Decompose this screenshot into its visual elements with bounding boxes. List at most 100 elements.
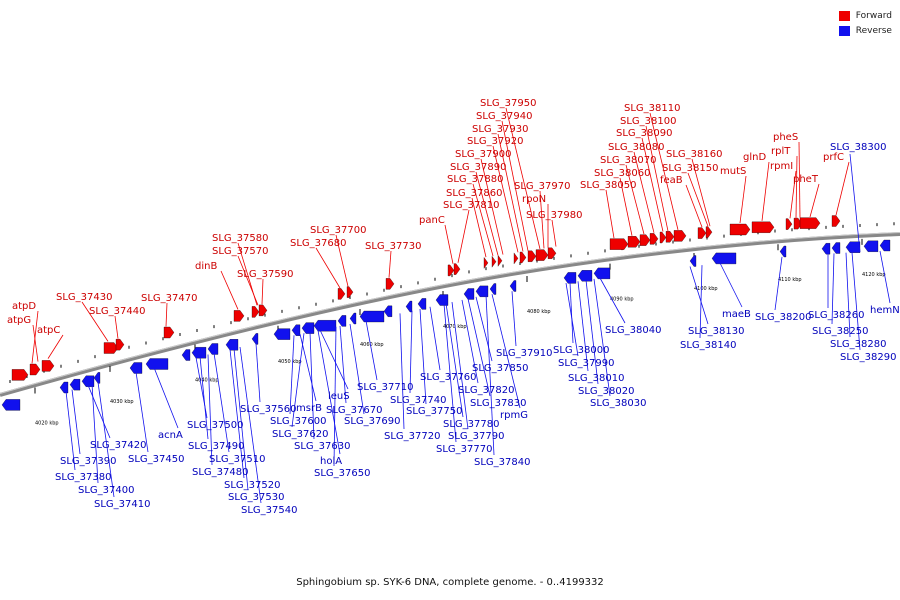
reverse-gene-label: SLG_38040 [605, 325, 661, 336]
reverse-leader [593, 278, 611, 397]
genome-axis-highlight [0, 232, 900, 394]
forward-gene-label: pheT [793, 174, 819, 185]
reverse-gene [563, 272, 577, 284]
reverse-gene [405, 300, 413, 313]
forward-leader [480, 158, 504, 255]
reverse-gene-label: acnA [158, 430, 183, 441]
forward-gene [497, 254, 503, 267]
reverse-gene [81, 375, 95, 387]
forward-leader [472, 183, 494, 257]
forward-gene-label: SLG_37430 [56, 292, 112, 303]
forward-leader [471, 197, 487, 258]
reverse-gene-label: msrB [296, 403, 322, 414]
reverse-gene [475, 285, 489, 298]
reverse-gene-label: SLG_37740 [390, 395, 446, 406]
forward-gene-label: glnD [743, 152, 766, 163]
reverse-gene-label: SLG_38020 [578, 386, 634, 397]
forward-gene-label: feaB [660, 175, 683, 186]
reverse-gene-label: SLG_37510 [209, 454, 265, 465]
forward-leader [335, 234, 349, 287]
forward-gene-label: SLG_37890 [450, 162, 506, 173]
forward-gene-label: mutS [720, 166, 746, 177]
forward-gene [831, 215, 841, 227]
reverse-label: Reverse [855, 25, 892, 36]
reverse-gene-label: maeB [722, 309, 751, 320]
forward-gene [11, 369, 29, 381]
reverse-leader [879, 250, 891, 304]
forward-leader [605, 189, 615, 239]
forward-gene-label: panC [419, 215, 445, 226]
reverse-leader [451, 302, 469, 430]
reverse-gene [337, 315, 347, 327]
reverse-gene-label: SLG_37770 [436, 444, 492, 455]
forward-gene-label: SLG_37940 [476, 111, 532, 122]
forward-gene-label: prfC [823, 152, 844, 163]
reverse-gene-label: SLG_37790 [448, 431, 504, 442]
forward-gene [547, 247, 557, 259]
reverse-leader [255, 343, 261, 403]
reverse-gene-label: hemN [870, 305, 900, 316]
forward-gene [673, 230, 687, 242]
reverse-gene [845, 241, 861, 253]
reverse-gene-label: SLG_37420 [90, 440, 146, 451]
reverse-leader [365, 320, 378, 381]
forward-leader [687, 172, 709, 227]
forward-gene-label: SLG_38050 [580, 180, 636, 191]
reverse-leader [409, 310, 413, 394]
reverse-gene-label: SLG_37390 [60, 456, 116, 467]
forward-gene-label: SLG_37950 [480, 98, 536, 109]
reverse-gene [831, 242, 841, 254]
forward-gene [751, 221, 775, 233]
forward-gene [447, 264, 455, 277]
reverse-gene-label: SLG_38290 [840, 352, 896, 363]
forward-gene [519, 251, 527, 264]
forward-gene-label: atpC [37, 325, 60, 336]
reverse-gene [291, 324, 301, 336]
reverse-gene-label: SLG_37910 [496, 348, 552, 359]
axis-tick-label: 4090 kbp [610, 297, 634, 303]
forward-gene [251, 306, 260, 318]
reverse-gene [59, 381, 69, 394]
reverse-gene-label: SLG_38250 [812, 326, 868, 337]
forward-leader [685, 184, 703, 228]
reverse-gene [313, 320, 337, 332]
legend-reverse: Reverse [838, 23, 892, 38]
forward-leader [619, 177, 633, 236]
forward-gene-label: SLG_37570 [212, 246, 268, 257]
reverse-leader [153, 367, 179, 429]
reverse-gene-label: SLG_38300 [830, 142, 886, 153]
label-leader-lines [31, 107, 891, 504]
reverse-gene-label: SLG_37760 [420, 372, 476, 383]
reverse-leader [845, 252, 851, 338]
reverse-gene [1, 399, 21, 411]
axis-tick-label: 4030 kbp [110, 399, 134, 405]
reverse-leader [443, 303, 457, 443]
forward-leader [645, 125, 669, 232]
forward-gene-label: SLG_38110 [624, 103, 680, 114]
reverse-gene-label: SLG_37560 [240, 404, 296, 415]
reverse-leader [213, 353, 230, 453]
reverse-gene [191, 347, 207, 359]
reverse-gene-label: rpmG [500, 410, 528, 421]
reverse-gene [383, 305, 393, 317]
reverse-gene [577, 270, 593, 282]
reverse-leader [239, 346, 262, 504]
reverse-gene-label: SLG_38000 [553, 345, 609, 356]
forward-leader [641, 137, 664, 232]
reverse-gene-label: SLG_37840 [474, 457, 530, 468]
reverse-leader [233, 348, 249, 491]
reverse-leader [289, 335, 295, 415]
reverse-leader [849, 153, 861, 253]
forward-gene-label: SLG_37970 [514, 181, 570, 192]
reverse-leader [319, 329, 349, 390]
reverse-leader [91, 383, 99, 484]
reverse-gene-label: SLG_37400 [78, 485, 134, 496]
forward-gene [491, 255, 497, 268]
axis-tick-label: 4060 kbp [360, 342, 384, 348]
reverse-leader [491, 294, 521, 409]
reverse-leader [349, 323, 365, 415]
reverse-leader [207, 354, 213, 466]
reverse-leader [585, 280, 599, 385]
reverse-leader [467, 298, 491, 397]
forward-gene-label: SLG_37920 [467, 136, 523, 147]
